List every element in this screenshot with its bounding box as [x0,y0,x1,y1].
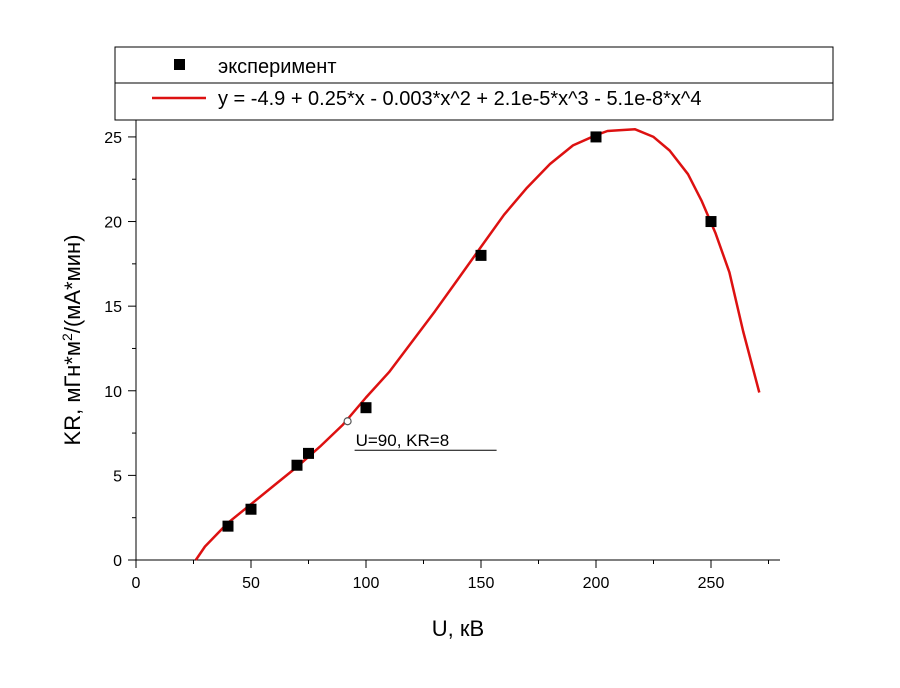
y-tick-label: 20 [104,215,122,232]
x-axis-title: U, кВ [432,616,484,641]
data-point [245,503,257,515]
y-axis-title: KR, мГн*м2/(мА*мин) [59,235,85,446]
y-axis-title-superscript: 2 [59,333,75,341]
data-point [475,249,487,261]
fit-line [194,128,761,561]
data-point [222,520,234,532]
x-tick-label: 250 [698,575,725,592]
data-point [705,216,717,228]
y-tick-label: 25 [104,130,122,147]
y-tick-label: 5 [113,468,122,485]
annotation-label: U=90, KR=8 [356,431,450,450]
x-tick-label: 150 [468,575,495,592]
x-tick-label: 0 [132,575,141,592]
legend: эксперимент y = -4.9 + 0.25*x - 0.003*x^… [114,46,834,121]
legend-marker-experiment [174,59,185,70]
y-tick-label: 0 [113,553,122,570]
annotation-marker [343,417,352,426]
x-tick-label: 50 [242,575,260,592]
plot-area: U=90, KR=8 [194,128,761,561]
legend-label-experiment: эксперимент [218,56,337,78]
data-point [291,459,303,471]
data-point [360,402,372,414]
y-axis-title-main: KR, мГн*м [60,341,85,445]
legend-label-fit: y = -4.9 + 0.25*x - 0.003*x^2 + 2.1e-5*x… [218,88,701,110]
x-tick-label: 200 [583,575,610,592]
x-tick-label: 100 [353,575,380,592]
y-tick-label: 15 [104,299,122,316]
data-point [303,447,314,459]
y-axis-title-tail: /(мА*мин) [60,235,85,334]
data-point [590,131,602,143]
y-tick-label: 10 [104,384,122,401]
ticks: 0 50 100 150 200 250 0 5 10 15 20 25 [104,130,769,592]
